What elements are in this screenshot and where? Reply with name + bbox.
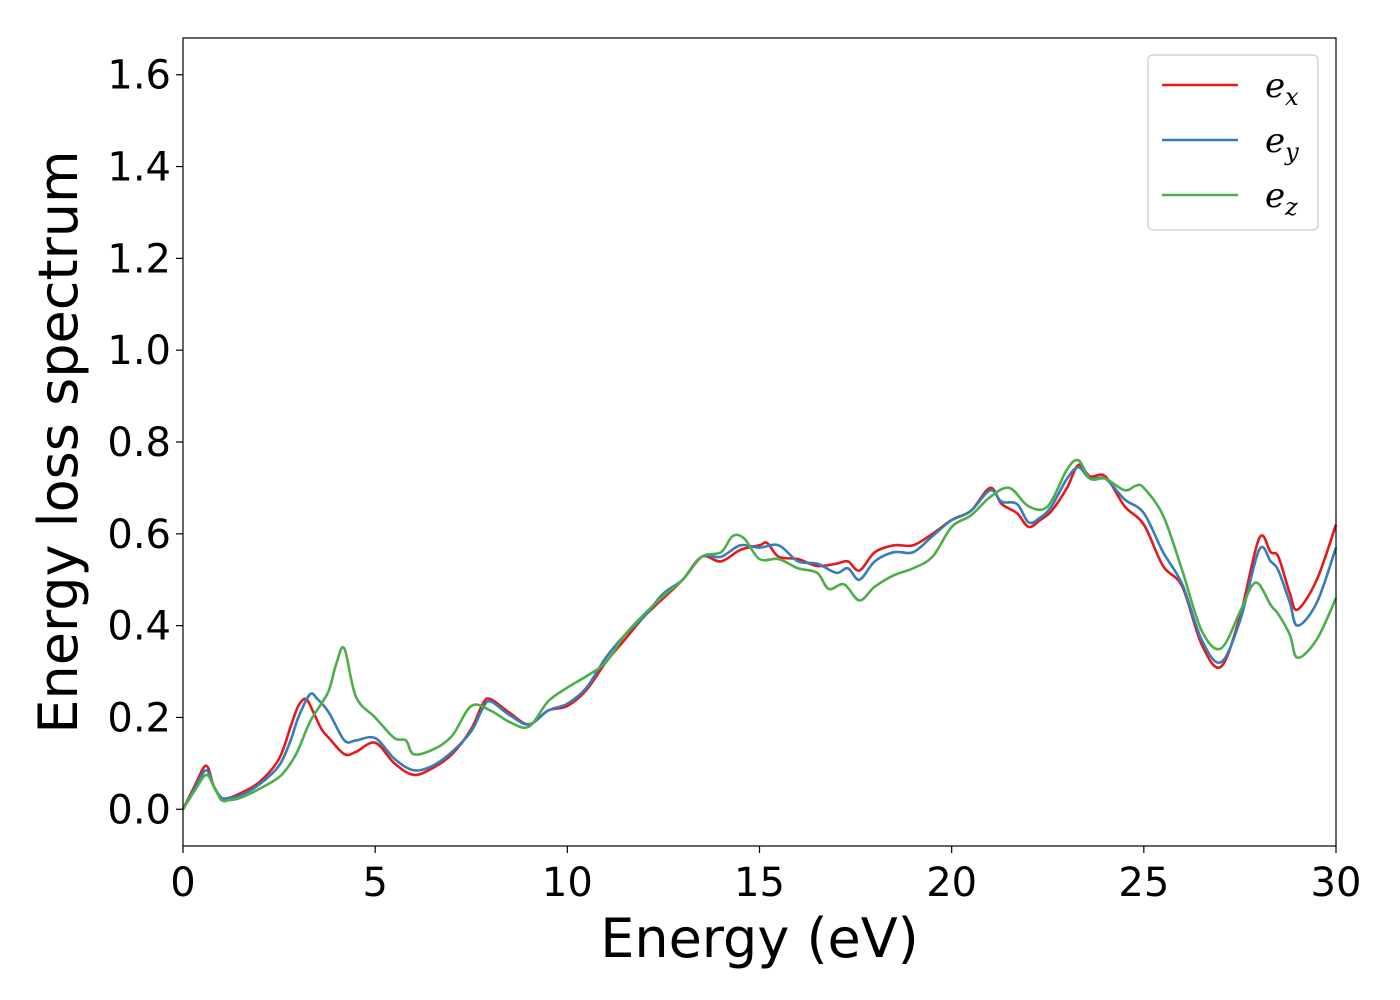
y-tick-label: 0.8 bbox=[107, 420, 171, 466]
legend: ex ey ez bbox=[1147, 54, 1319, 231]
y-tick-label: 0.0 bbox=[107, 787, 171, 833]
x-tick-label: 30 bbox=[1311, 860, 1362, 906]
y-tick-label: 0.2 bbox=[107, 695, 171, 741]
x-tick-label: 15 bbox=[734, 860, 785, 906]
y-axis-title: Energy loss spectrum bbox=[27, 150, 90, 733]
x-tick-label: 5 bbox=[362, 860, 387, 906]
y-tick-label: 1.2 bbox=[107, 236, 171, 282]
x-tick-label: 10 bbox=[542, 860, 593, 906]
y-tick-label: 1.4 bbox=[107, 145, 171, 191]
legend-label-ez: ez bbox=[1265, 176, 1298, 221]
x-axis-title: Energy (eV) bbox=[600, 907, 919, 970]
y-tick-label: 1.6 bbox=[107, 53, 171, 99]
y-axis: 0.0 0.2 0.4 0.6 0.8 1.0 1.2 1.4 1.6 bbox=[107, 53, 183, 833]
series-layer bbox=[181, 458, 1338, 810]
x-axis: 0 5 10 15 20 25 30 bbox=[170, 846, 1361, 906]
y-tick-label: 0.6 bbox=[107, 512, 171, 558]
x-tick-label: 0 bbox=[170, 860, 195, 906]
x-tick-label: 25 bbox=[1118, 860, 1169, 906]
y-tick-label: 0.4 bbox=[107, 604, 171, 650]
legend-label-ey: ey bbox=[1265, 121, 1299, 166]
series-line-ez bbox=[181, 458, 1338, 810]
y-tick-label: 1.0 bbox=[107, 328, 171, 374]
x-tick-label: 20 bbox=[926, 860, 977, 906]
legend-label-ex: ex bbox=[1265, 66, 1299, 111]
legend-box bbox=[1147, 54, 1319, 231]
